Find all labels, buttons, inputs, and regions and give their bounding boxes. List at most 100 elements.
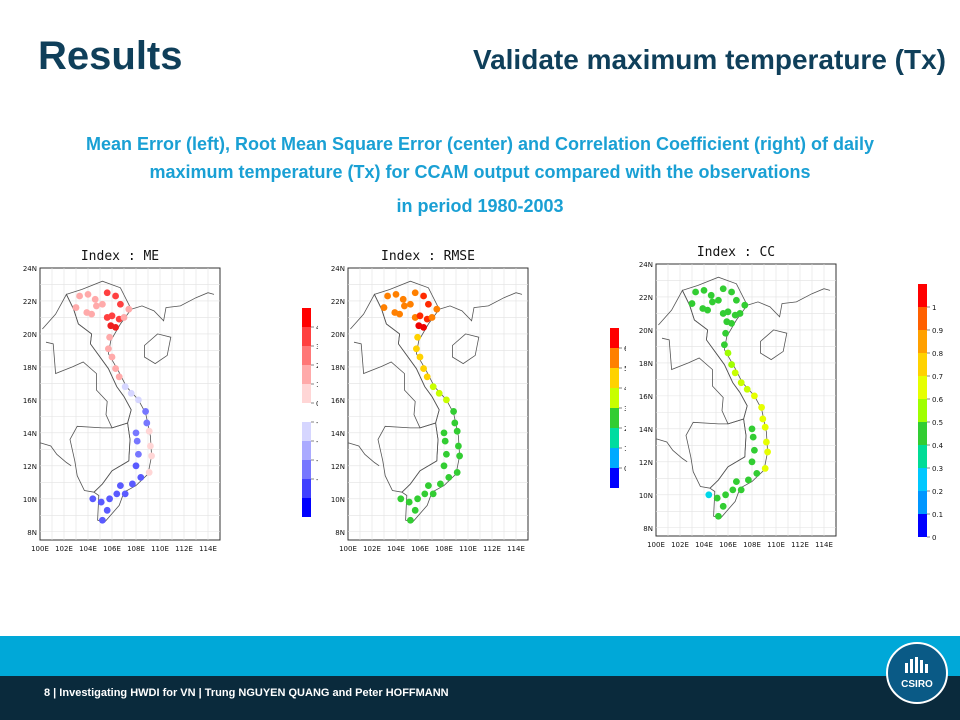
station-point: [117, 300, 124, 308]
lon-tick-label: 108E: [127, 545, 145, 553]
station-point: [413, 345, 420, 353]
station-point: [761, 423, 769, 431]
colorbar-label: -1: [316, 419, 318, 427]
station-point: [453, 469, 461, 476]
station-point: [729, 486, 737, 494]
station-point: [451, 419, 459, 427]
lat-tick-label: 14N: [639, 426, 653, 434]
colorbar-label: 0.6: [932, 396, 944, 404]
station-point: [733, 296, 740, 304]
station-point: [420, 365, 427, 372]
lat-tick-label: 12N: [639, 459, 653, 467]
station-point: [759, 415, 767, 423]
colorbar-label: 0.1: [932, 511, 943, 519]
station-point: [704, 306, 711, 314]
station-point: [741, 301, 749, 309]
colorbar-segment: [610, 468, 619, 488]
station-point: [112, 323, 119, 331]
csiro-logo: CSIRO: [886, 642, 948, 704]
lon-tick-label: 114E: [199, 545, 217, 553]
station-point: [407, 516, 414, 524]
colorbar-segment: [302, 346, 311, 365]
station-point: [93, 302, 100, 310]
station-point: [108, 353, 116, 361]
station-point: [106, 333, 113, 341]
station-point: [721, 341, 728, 349]
colorbar-label: 0: [624, 465, 626, 473]
caption-line-1: Mean Error (left), Root Mean Square Erro…: [85, 134, 875, 154]
station-point: [84, 290, 92, 298]
station-point: [456, 452, 463, 460]
lat-tick-label: 10N: [23, 496, 37, 504]
lon-tick-label: 112E: [483, 545, 501, 553]
station-point: [137, 473, 145, 481]
footer-text: 8 | Investigating HWDI for VN | Trung NG…: [44, 687, 449, 699]
thailand-coast: [655, 438, 688, 463]
station-point: [445, 473, 453, 481]
station-point: [764, 448, 771, 456]
lat-tick-label: 18N: [23, 364, 37, 372]
lon-tick-label: 112E: [791, 541, 809, 549]
lat-tick-label: 14N: [23, 430, 37, 438]
station-point: [700, 286, 708, 294]
colorbar-label: 1: [624, 445, 626, 453]
lon-tick-label: 100E: [31, 545, 49, 553]
station-point: [692, 288, 699, 296]
station-point: [414, 495, 421, 503]
colorbar-label: 0.5: [932, 419, 943, 427]
lat-tick-label: 20N: [639, 327, 653, 335]
station-point: [705, 491, 713, 499]
station-point: [411, 289, 419, 297]
station-point: [99, 516, 106, 524]
station-point: [428, 314, 436, 321]
lat-tick-label: 20N: [331, 331, 345, 339]
station-point: [728, 288, 735, 296]
station-point: [713, 494, 721, 502]
station-point: [728, 361, 735, 368]
lat-tick-label: 22N: [639, 294, 653, 302]
colorbar-label: 0: [932, 534, 936, 542]
station-point: [392, 290, 400, 298]
station-point: [113, 490, 121, 498]
logo-bars-icon: [905, 657, 928, 673]
station-point: [411, 506, 419, 514]
station-point: [121, 383, 129, 391]
station-point: [129, 480, 136, 488]
station-point: [112, 292, 119, 300]
colorbar-segment: [918, 399, 927, 422]
colorbar-segment: [302, 498, 311, 517]
station-point: [429, 383, 437, 391]
station-point: [106, 495, 113, 503]
station-point: [758, 404, 765, 411]
colorbar-label: 6: [624, 345, 626, 353]
hainan-outline: [760, 329, 788, 361]
station-point: [121, 490, 129, 498]
china-coast: [439, 292, 523, 322]
colorbar-segment: [302, 460, 311, 479]
colorbar-label: 3: [624, 405, 626, 413]
station-point: [429, 490, 437, 498]
map-frame: [347, 267, 529, 541]
station-point: [416, 353, 424, 361]
station-point: [384, 292, 391, 300]
map-panel-me: Index : ME 24N 22N 20N 18N 16N 14N 12N 10N 8N 100E…: [18, 244, 318, 576]
colorbar-segment: [918, 491, 927, 514]
station-point: [420, 292, 427, 300]
colorbar-segment: [302, 441, 311, 460]
station-point: [125, 305, 133, 313]
lat-tick-label: 18N: [331, 364, 345, 372]
colorbar-label: -4: [316, 476, 318, 484]
lat-tick-label: 18N: [639, 360, 653, 368]
lon-tick-label: 100E: [339, 545, 357, 553]
station-point: [688, 300, 696, 307]
lon-tick-label: 100E: [647, 541, 665, 549]
lat-tick-label: 14N: [331, 430, 345, 438]
station-point: [443, 396, 450, 404]
colorbar-label: 0.9: [932, 327, 943, 335]
lat-tick-label: 24N: [23, 265, 37, 273]
lon-tick-label: 102E: [671, 541, 689, 549]
station-point: [88, 310, 95, 318]
map-cc: Index : CC 24N 22N 20N 18N 16N 14N 12N 10N 8N 100E…: [639, 245, 944, 549]
colorbar-label: -3: [316, 457, 318, 465]
lat-tick-label: 20N: [23, 331, 37, 339]
